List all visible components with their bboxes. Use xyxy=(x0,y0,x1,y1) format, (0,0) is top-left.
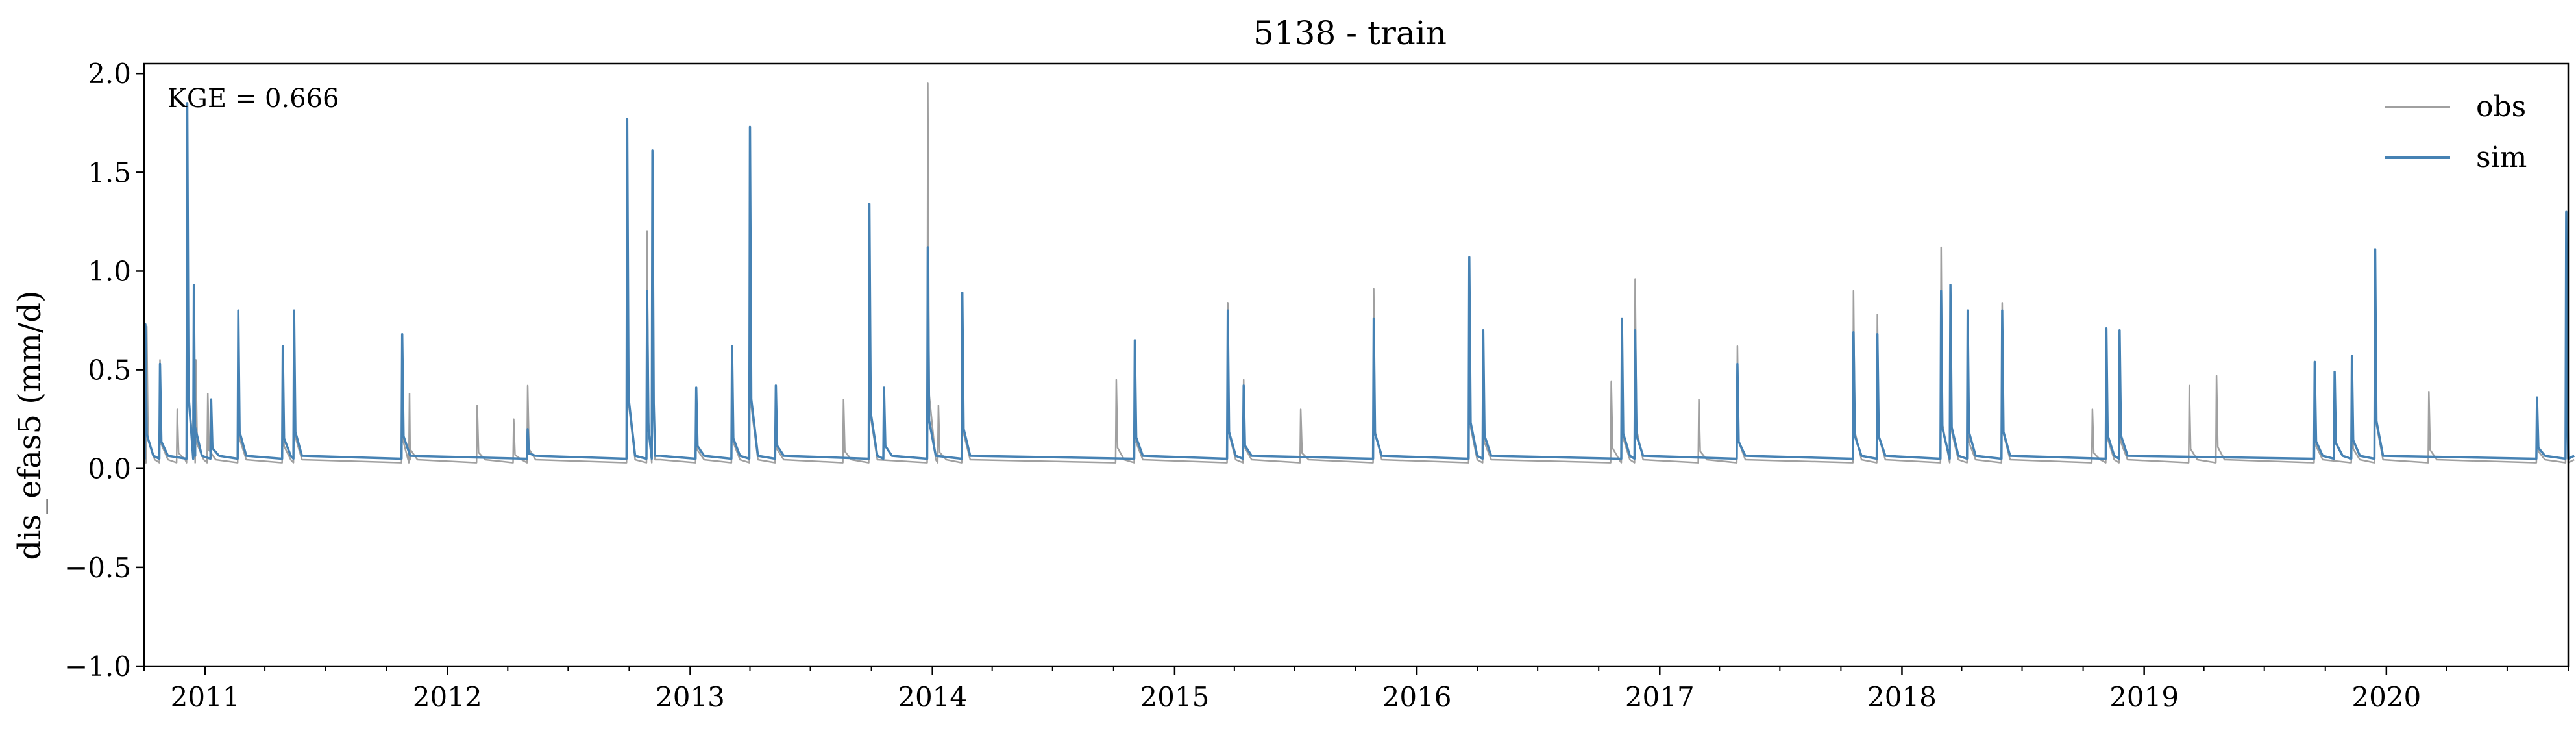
plot-frame xyxy=(143,62,2570,667)
x-axis-ticks: 2011 2012 2013 2014 2015 2016 2017 2018 2019 2020 xyxy=(143,666,2569,713)
x-tick-label: 2017 xyxy=(1625,681,1695,713)
y-axis-ticks: −1.0 −0.5 0.0 0.5 1.0 1.5 2.0 xyxy=(65,58,144,682)
plot-area: −1.0 −0.5 0.0 0.5 1.0 1.5 2.0 2011 2012 2013 2014… xyxy=(65,58,2575,713)
legend-label-obs: obs xyxy=(2476,90,2526,123)
y-tick-label: 2.0 xyxy=(88,58,131,90)
x-tick-label: 2013 xyxy=(656,681,725,713)
y-tick-label: 1.0 xyxy=(88,255,131,287)
series-layer xyxy=(143,82,2575,464)
x-tick-label: 2012 xyxy=(413,681,482,713)
y-tick-label: 1.5 xyxy=(88,156,131,188)
x-tick-label: 2019 xyxy=(2109,681,2179,713)
x-tick-label: 2018 xyxy=(1867,681,1937,713)
x-tick-label: 2015 xyxy=(1140,681,1209,713)
y-tick-label: −0.5 xyxy=(65,552,131,584)
series-line-sim xyxy=(143,102,2575,460)
y-tick-label: 0.5 xyxy=(88,355,131,386)
legend-label-sim: sim xyxy=(2476,141,2527,174)
y-tick-label: −1.0 xyxy=(65,651,131,682)
chart-title: 5138 - train xyxy=(1253,14,1447,52)
kge-annotation: KGE = 0.666 xyxy=(167,84,339,114)
y-tick-label: 0.0 xyxy=(88,453,131,485)
x-tick-label: 2020 xyxy=(2351,681,2421,713)
x-tick-label: 2014 xyxy=(898,681,967,713)
x-tick-label: 2016 xyxy=(1382,681,1452,713)
x-tick-label: 2011 xyxy=(171,681,240,713)
legend: obs sim xyxy=(2385,90,2527,174)
y-axis-label: dis_efas5 (mm/d) xyxy=(12,290,48,560)
